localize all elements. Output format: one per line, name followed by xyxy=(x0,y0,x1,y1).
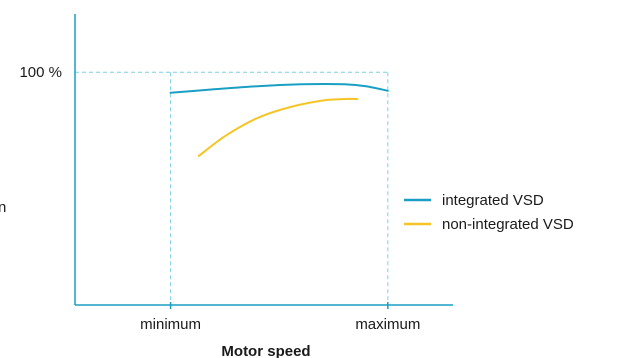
axes xyxy=(74,14,453,309)
legend-label-integrated-vsd: integrated VSD xyxy=(442,192,544,209)
stray-text: n xyxy=(0,199,6,216)
series-line-integrated-vsd xyxy=(169,82,389,94)
x-tick-label-maximum: maximum xyxy=(355,316,420,333)
tick-labels: minimum maximum 100 % xyxy=(19,64,420,333)
reference-guides xyxy=(75,71,389,305)
legend-label-non-integrated-vsd: non-integrated VSD xyxy=(442,216,574,233)
y-tick-label-100: 100 % xyxy=(19,64,62,81)
series-line-non-integrated-vsd xyxy=(197,97,359,157)
x-axis-title: Motor speed xyxy=(221,343,310,358)
x-tick-label-minimum: minimum xyxy=(140,316,201,333)
legend: integrated VSD non-integrated VSD xyxy=(404,192,574,233)
series-lines xyxy=(169,82,389,157)
